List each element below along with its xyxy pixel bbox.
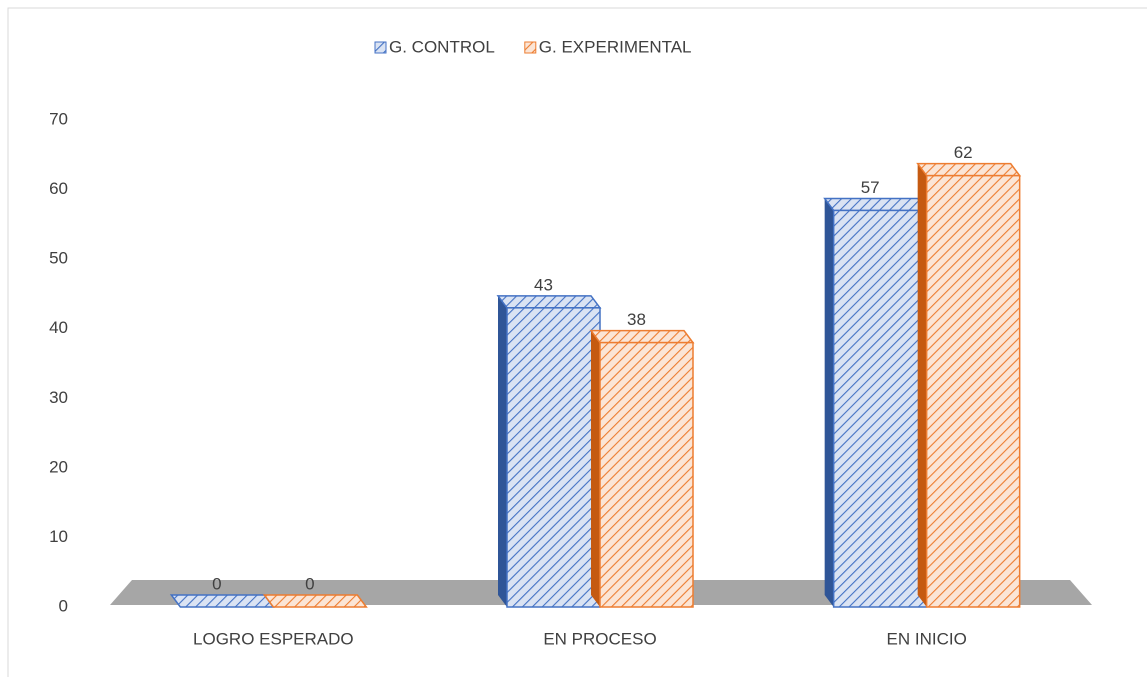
- data-label: 0: [212, 574, 221, 593]
- legend-label: G. EXPERIMENTAL: [539, 37, 692, 56]
- bar-top: [916, 162, 1022, 177]
- bar: [925, 174, 1021, 608]
- bar: [832, 209, 928, 608]
- x-tick-label: LOGRO ESPERADO: [193, 629, 354, 648]
- bar-top: [589, 329, 695, 344]
- y-tick-label: 70: [49, 109, 68, 128]
- bar-top: [262, 594, 368, 608]
- bar-top: [169, 594, 275, 608]
- legend-label: G. CONTROL: [389, 37, 495, 56]
- bar: [506, 307, 601, 608]
- y-tick-label: 20: [49, 457, 68, 476]
- chart-frame: [7, 7, 1147, 677]
- y-tick-label: 40: [49, 318, 68, 337]
- legend-swatch: [374, 41, 387, 54]
- y-tick-label: 50: [49, 249, 68, 268]
- data-label: 43: [534, 275, 553, 294]
- data-label: 57: [861, 178, 880, 197]
- bar-top: [823, 197, 929, 212]
- y-tick-label: 10: [49, 527, 68, 546]
- legend-swatch: [524, 41, 537, 54]
- x-tick-label: EN PROCESO: [543, 629, 656, 648]
- bar: [599, 341, 694, 608]
- data-label: 0: [305, 574, 314, 593]
- data-label: 38: [627, 310, 646, 329]
- bar-top: [496, 295, 602, 309]
- x-tick-label: EN INICIO: [887, 629, 967, 648]
- y-tick-label: 0: [59, 596, 68, 615]
- bar-side: [591, 330, 600, 607]
- bar-side: [917, 163, 927, 607]
- y-tick-label: 60: [49, 179, 68, 198]
- data-label: 62: [954, 143, 973, 162]
- y-tick-label: 30: [49, 388, 68, 407]
- bar-side: [824, 198, 834, 607]
- bar-side: [498, 295, 507, 607]
